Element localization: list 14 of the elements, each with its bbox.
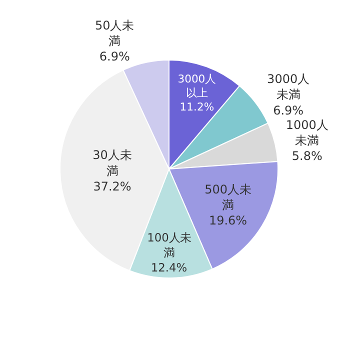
slice-label: 3000人以上	[178, 72, 216, 100]
data-label: 5.8%	[292, 149, 322, 164]
slice-label: 100人未満	[147, 230, 191, 260]
data-label: 37.2%	[93, 179, 132, 194]
data-label: 12.4%	[150, 260, 188, 274]
data-label: 11.2%	[180, 100, 214, 114]
data-label: 6.9%	[99, 50, 130, 64]
slice-label: 3000人未満	[267, 72, 310, 102]
slice-label: 1000人未満	[286, 118, 328, 148]
data-label: 19.6%	[208, 214, 248, 228]
data-label: 6.9%	[273, 103, 304, 118]
slice-label: 500人未満	[204, 182, 252, 212]
slice-label: 30人未満	[92, 148, 132, 178]
slice-label: 50人未満	[94, 18, 134, 48]
